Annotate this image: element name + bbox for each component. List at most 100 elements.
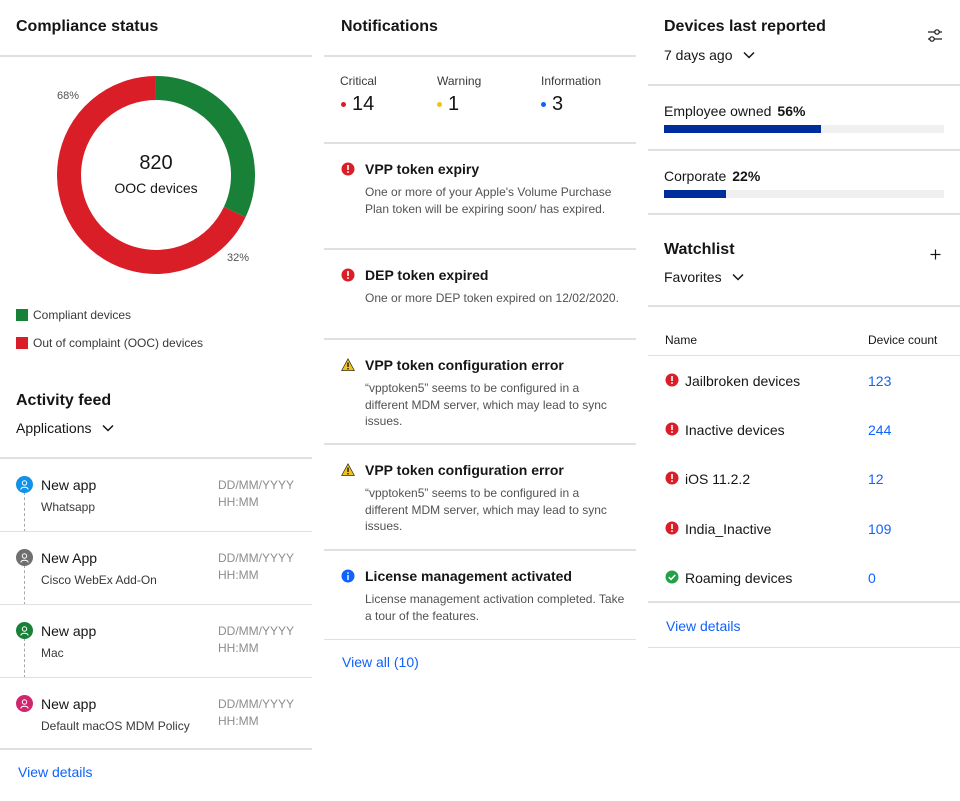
watchlist-name: Jailbroken devices <box>685 373 801 389</box>
divider <box>324 338 636 340</box>
notifications-title: Notifications <box>341 18 438 35</box>
devices-period-dropdown[interactable]: 7 days ago <box>664 47 755 63</box>
watchlist-count-link[interactable]: 0 <box>868 570 876 586</box>
notification-title: VPP token expiry <box>365 161 480 177</box>
compliant-percent-label: 32% <box>227 252 250 264</box>
donut-center-label: OOC devices <box>114 180 198 196</box>
notifications-panel: Notifications Critical 14 Warning 1 Info… <box>324 0 636 801</box>
watchlist-count-link[interactable]: 109 <box>868 521 892 537</box>
notification-item[interactable]: VPP token configuration error “vpptoken5… <box>324 445 636 549</box>
notification-body: One or more DEP token expired on 12/02/2… <box>365 291 619 305</box>
divider <box>648 84 960 86</box>
user-avatar-icon <box>16 622 33 639</box>
notification-item[interactable]: DEP token expired One or more DEP token … <box>324 250 636 338</box>
divider <box>0 604 312 605</box>
activity-timestamp: DD/MM/YYYY HH:MM <box>218 551 295 582</box>
watchlist-count-link[interactable]: 123 <box>868 373 892 389</box>
watchlist-row[interactable]: India_Inactive 109 <box>648 504 960 553</box>
watchlist-name: iOS 11.2.2 <box>685 471 751 487</box>
donut-total: 820 <box>139 152 173 174</box>
notification-title: DEP token expired <box>365 267 489 283</box>
compliance-title: Compliance status <box>16 18 159 35</box>
dropdown-value: Favorites <box>664 269 722 285</box>
notification-body: License management activation completed.… <box>365 592 625 623</box>
warning-icon <box>341 463 355 476</box>
notification-title: VPP token configuration error <box>365 462 564 478</box>
critical-count[interactable]: 14 <box>341 93 374 116</box>
activity-timestamp: DD/MM/YYYY HH:MM <box>218 697 295 728</box>
information-count-label: Information <box>541 74 602 88</box>
user-avatar-icon <box>16 476 33 493</box>
error-icon <box>665 471 679 485</box>
activity-item[interactable]: New App Cisco WebEx Add-On DD/MM/YYYY HH:… <box>0 532 312 605</box>
activity-title: Activity feed <box>16 392 112 409</box>
dropdown-value: 7 days ago <box>664 47 733 63</box>
divider <box>0 55 312 57</box>
activity-filter-dropdown[interactable]: Applications <box>16 420 114 436</box>
column-header-name[interactable]: Name <box>665 333 698 347</box>
watchlist-row[interactable]: Roaming devices 0 <box>648 553 960 602</box>
divider <box>648 149 960 151</box>
notification-item[interactable]: License management activated License man… <box>324 551 636 639</box>
corporate-label: Corporate 22% <box>664 168 761 184</box>
error-icon <box>341 162 355 176</box>
divider <box>324 639 636 640</box>
warning-icon <box>341 358 355 371</box>
watchlist-row[interactable]: iOS 11.2.2 12 <box>648 454 960 503</box>
activity-title: New app <box>41 477 97 493</box>
user-avatar-icon <box>16 549 33 566</box>
notification-item[interactable]: VPP token expiry One or more of your App… <box>324 144 636 248</box>
watchlist-view-details-link[interactable]: View details <box>666 618 741 634</box>
notification-title: VPP token configuration error <box>365 357 564 373</box>
critical-dot-icon <box>341 102 346 107</box>
activity-timestamp: DD/MM/YYYY HH:MM <box>218 624 295 655</box>
activity-item[interactable]: New app Mac DD/MM/YYYY HH:MM <box>0 605 312 678</box>
compliant-arc[interactable] <box>155 76 255 218</box>
activity-timestamp: DD/MM/YYYY HH:MM <box>218 478 295 509</box>
watchlist-count-link[interactable]: 244 <box>868 422 892 438</box>
chevron-down-icon <box>732 273 744 281</box>
activity-item[interactable]: New app Whatsapp DD/MM/YYYY HH:MM <box>0 459 312 532</box>
activity-subtitle: Cisco WebEx Add-On <box>41 573 157 587</box>
divider <box>0 748 312 750</box>
watchlist-filter-dropdown[interactable]: Favorites <box>664 269 744 285</box>
activity-view-details-link[interactable]: View details <box>18 764 93 780</box>
legend-ooc: Out of complaint (OOC) devices <box>16 336 203 350</box>
divider <box>324 55 636 57</box>
watchlist-name: Roaming devices <box>685 570 793 586</box>
watchlist-row[interactable]: Inactive devices 244 <box>648 405 960 454</box>
add-icon[interactable] <box>930 249 941 260</box>
activity-subtitle: Default macOS MDM Policy <box>41 719 190 733</box>
notification-item[interactable]: VPP token configuration error “vpptoken5… <box>324 340 636 444</box>
information-count[interactable]: 3 <box>541 93 563 116</box>
legend-compliant: Compliant devices <box>16 308 131 322</box>
divider <box>648 355 960 356</box>
checkmark-icon <box>665 570 679 584</box>
notifications-view-all-link[interactable]: View all (10) <box>342 654 419 670</box>
error-icon <box>665 373 679 387</box>
ooc-arc[interactable] <box>57 76 246 274</box>
info-icon <box>341 569 355 583</box>
critical-count-label: Critical <box>340 74 377 88</box>
activity-item[interactable]: New app Default macOS MDM Policy DD/MM/Y… <box>0 678 312 751</box>
activity-subtitle: Mac <box>41 646 64 660</box>
employee-owned-bar-fill <box>664 125 821 133</box>
information-dot-icon <box>541 102 546 107</box>
divider <box>0 677 312 678</box>
corporate-bar-fill <box>664 190 726 198</box>
settings-adjust-icon[interactable] <box>927 28 943 43</box>
column-header-device-count[interactable]: Device count <box>868 333 938 347</box>
notification-title: License management activated <box>365 568 572 584</box>
employee-owned-bar <box>664 125 944 133</box>
watchlist-row[interactable]: Jailbroken devices 123 <box>648 356 960 405</box>
warning-count[interactable]: 1 <box>437 93 459 116</box>
watchlist-count-link[interactable]: 12 <box>868 471 884 487</box>
compliance-donut-chart: 820 OOC devices <box>57 76 255 274</box>
devices-title: Devices last reported <box>664 18 826 35</box>
timeline-connector <box>24 565 25 605</box>
activity-title: New app <box>41 623 97 639</box>
donut-svg <box>57 76 255 274</box>
activity-title: New App <box>41 550 98 566</box>
notification-body: One or more of your Apple's Volume Purch… <box>365 185 612 216</box>
corporate-bar <box>664 190 944 198</box>
